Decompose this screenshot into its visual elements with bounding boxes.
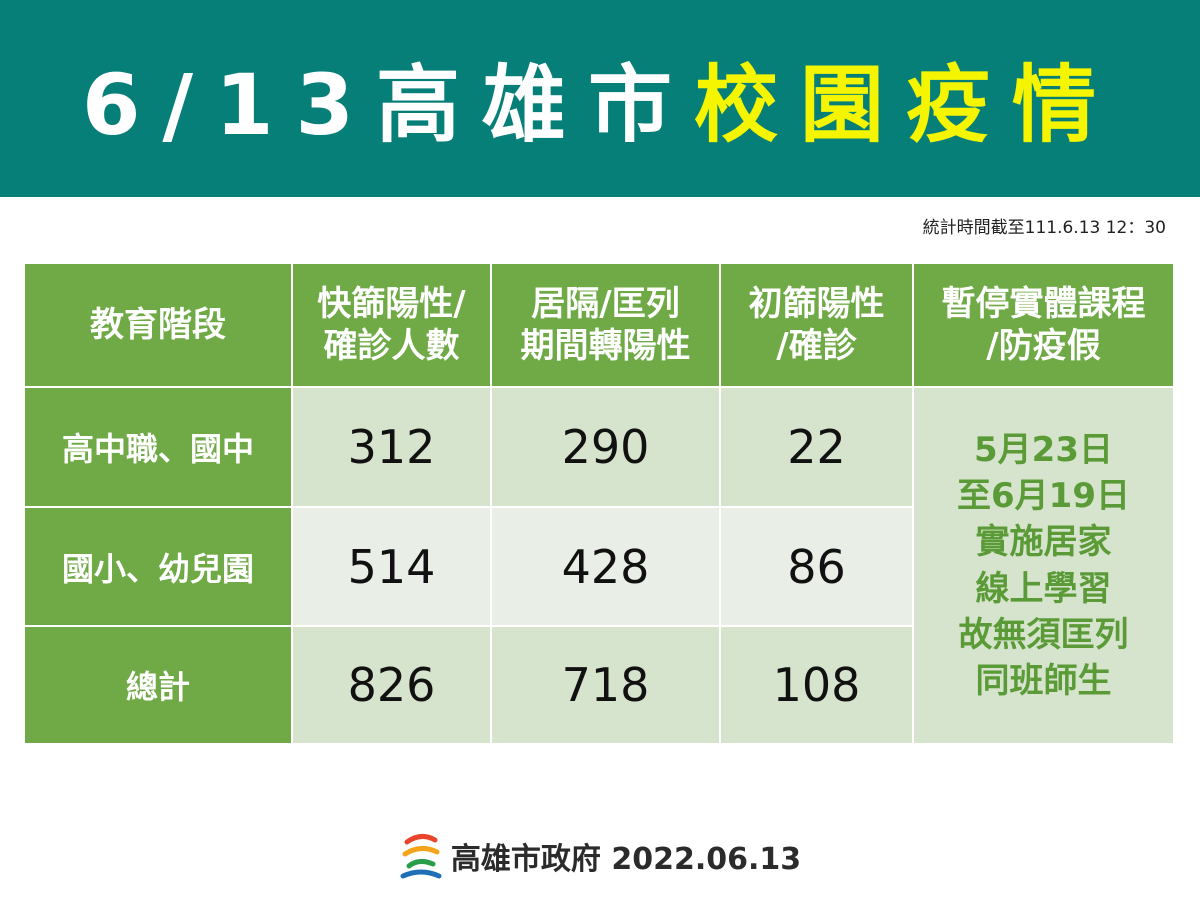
note-line: 線上學習 (975, 568, 1112, 609)
footer-text: 高雄市政府 2022.06.13 (450, 842, 802, 877)
header-line: 初篩陽性 (748, 283, 885, 324)
row-header: 國小、幼兒園 (25, 508, 291, 625)
header-line: /確診 (776, 326, 857, 366)
header-band (0, 0, 1200, 197)
number-cell: 22 (721, 388, 912, 506)
header-cell: 初篩陽性/確診 (721, 264, 912, 386)
number: 312 (347, 420, 436, 474)
note-cell: 5月23日至6月19日 實施居家線上學習故無須匡列同班師生 (914, 388, 1173, 743)
header-line: /防疫假 (986, 326, 1101, 366)
title-white: 6/13高雄市 (81, 56, 694, 154)
note-line: 至6月19日 (957, 476, 1130, 517)
note-line: 同班師生 (975, 660, 1112, 701)
footer: 高雄市政府 2022.06.13 (0, 828, 1200, 884)
header-line: 確診人數 (323, 326, 460, 366)
number: 22 (787, 420, 846, 474)
title-yellow: 校園疫情 (694, 56, 1119, 154)
number-cell: 718 (492, 627, 719, 743)
row-label: 高中職、國中 (61, 430, 254, 468)
number: 428 (561, 539, 650, 594)
header-line: 居隔/匡列 (531, 283, 680, 324)
timestamp: 統計時間截至111.6.13 12：30 (922, 218, 1166, 238)
number: 108 (772, 658, 861, 712)
note-line: 實施居家 (975, 522, 1112, 563)
number: 718 (561, 658, 650, 712)
header-cell: 暫停實體課程/防疫假 (914, 264, 1173, 386)
header-line: 教育階段 (90, 304, 226, 345)
title: 6/13高雄市 校園疫情 (0, 0, 1200, 197)
number-cell: 86 (721, 508, 912, 625)
row-header: 高中職、國中 (25, 388, 291, 506)
number-cell: 108 (721, 627, 912, 743)
number: 826 (347, 658, 436, 712)
note-line: 故無須匡列 (958, 614, 1129, 655)
number-cell: 290 (492, 388, 719, 506)
logo (400, 834, 442, 879)
header-line: 快篩陽性/ (317, 283, 466, 324)
header-line: 期間轉陽性 (520, 326, 691, 366)
number-cell: 514 (293, 508, 490, 625)
number-cell: 826 (293, 627, 490, 743)
header-cell: 居隔/匡列 期間轉陽性 (492, 264, 719, 386)
header-line: 暫停實體課程 (941, 283, 1146, 324)
number: 290 (561, 420, 650, 474)
row-label: 國小、幼兒園 (61, 549, 254, 588)
row-label: 總計 (125, 668, 190, 706)
header-cell: 教育階段 (25, 264, 291, 386)
row-header: 總計 (25, 627, 291, 743)
header-cell: 快篩陽性/確診人數 (293, 264, 490, 386)
number: 514 (347, 539, 436, 594)
note-line: 5月23日 (974, 429, 1113, 470)
number: 86 (787, 539, 846, 594)
number-cell: 312 (293, 388, 490, 506)
number-cell: 428 (492, 508, 719, 625)
